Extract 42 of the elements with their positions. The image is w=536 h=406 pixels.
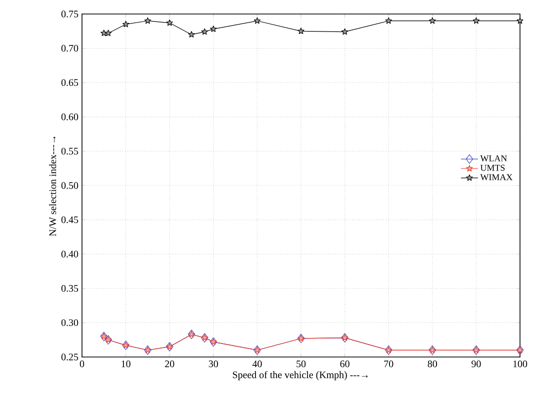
point: [144, 17, 152, 24]
y-tick-label: 0.65: [61, 79, 78, 86]
y-tick-label: 0.35: [61, 285, 78, 292]
point: [298, 28, 304, 34]
point: [341, 28, 348, 35]
point: [104, 30, 112, 36]
y-tick-label: 0.75: [61, 10, 78, 18]
point: [166, 19, 173, 26]
point: [429, 17, 436, 24]
x-tick-label: 90: [472, 360, 481, 368]
x-tick-label: 20: [165, 360, 174, 368]
x-axis-title: Speed of the vehicle (Kmph) ---→: [232, 371, 368, 380]
point: [385, 17, 392, 24]
legend-label: WLAN: [480, 155, 507, 162]
point: [201, 28, 208, 35]
x-tick-label: 30: [208, 360, 218, 368]
y-tick-label: 0.40: [61, 250, 78, 258]
point: [188, 31, 195, 38]
point: [254, 17, 261, 24]
x-tick-label: 10: [122, 360, 130, 368]
y-tick-label: 0.55: [61, 148, 78, 155]
x-tick-label: 40: [252, 360, 262, 368]
x-tick-label: 50: [296, 360, 306, 368]
y-tick-label: 0.25: [61, 354, 78, 360]
y-axis-title: N/W selection index---→: [49, 136, 56, 236]
x-tick-label: 60: [340, 360, 350, 368]
point: [100, 30, 108, 36]
point: [122, 20, 130, 28]
x-tick-label: 100: [513, 360, 528, 368]
y-tick-label: 0.70: [61, 44, 78, 52]
x-tick-label: 0: [80, 360, 84, 368]
y-tick-label: 0.45: [61, 216, 78, 224]
legend-label: WIMAX: [480, 174, 512, 180]
point: [472, 17, 480, 24]
point: [516, 17, 524, 24]
y-tick-label: 0.30: [61, 319, 78, 326]
y-tick-label: 0.60: [61, 114, 78, 120]
point: [210, 26, 217, 32]
x-tick-label: 70: [384, 360, 394, 368]
legend-label: UMTS: [480, 164, 505, 171]
x-tick-label: 80: [428, 360, 438, 368]
y-tick-label: 0.50: [61, 182, 78, 189]
